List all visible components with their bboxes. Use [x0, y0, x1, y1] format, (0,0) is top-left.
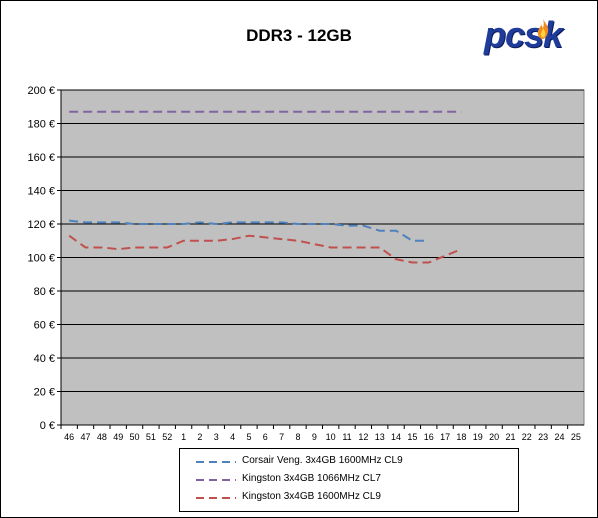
series-line-2 [68, 234, 462, 264]
x-tick-label: 16 [424, 432, 434, 442]
x-tick-label: 15 [407, 432, 417, 442]
pcsk-logo: pcsk [484, 14, 563, 55]
x-tick-label: 52 [162, 432, 172, 442]
y-tick-label: 140 € [27, 186, 55, 198]
x-tick-label: 18 [456, 432, 466, 442]
series-lines [68, 110, 462, 264]
y-tick-label: 40 € [34, 353, 55, 365]
x-tick-label: 17 [440, 432, 450, 442]
x-tick-label: 25 [571, 432, 581, 442]
x-tick-label: 47 [81, 432, 91, 442]
x-tick-label: 23 [538, 432, 548, 442]
x-tick-label: 4 [230, 432, 235, 442]
legend-label-corsair: Corsair Veng. 3x4GB 1600MHz CL9 [242, 455, 403, 466]
x-tick-label: 46 [64, 432, 74, 442]
x-tick-label: 21 [505, 432, 515, 442]
flame-icon [537, 19, 549, 39]
x-tick-label: 3 [214, 432, 219, 442]
x-tick-label: 1 [181, 432, 186, 442]
legend: Corsair Veng. 3x4GB 1600MHz CL9 Kingston… [179, 448, 519, 512]
x-tick-label: 49 [113, 432, 123, 442]
x-tick-label: 8 [295, 432, 300, 442]
legend-label-kingston-1600: Kingston 3x4GB 1600MHz CL9 [242, 491, 381, 502]
x-tick-label: 11 [342, 432, 351, 442]
x-tick-label: 48 [97, 432, 107, 442]
y-tick-label: 160 € [27, 152, 55, 164]
x-tick-label: 2 [197, 432, 202, 442]
x-tick-labels: 46 47 48 49 50 51 52 1 2 3 4 5 6 7 8 9 10 11 12 13 14 15 16 17 1… [64, 432, 581, 442]
axes [57, 89, 584, 429]
legend-swatch-kingston-1600 [196, 497, 236, 499]
y-tick-labels: 0 € 20 € 40 € 60 € 80 € 100 € 120 € 140 € 160 € 1… [27, 85, 55, 432]
series-line-0 [69, 219, 429, 242]
chart-title: DDR3 - 12GB [246, 26, 352, 45]
x-tick-label: 51 [146, 432, 156, 442]
x-tick-label: 13 [375, 432, 385, 442]
legend-swatch-kingston-1066 [196, 479, 236, 481]
x-tick-label: 50 [130, 432, 140, 442]
x-tick-label: 5 [246, 432, 251, 442]
x-tick-label: 12 [358, 432, 368, 442]
y-tick-label: 180 € [27, 119, 55, 131]
x-tick-label: 22 [522, 432, 532, 442]
x-tick-label: 6 [263, 432, 268, 442]
x-tick-label: 9 [312, 432, 317, 442]
y-tick-label: 20 € [34, 387, 55, 399]
x-tick-label: 20 [489, 432, 499, 442]
y-tick-label: 120 € [27, 219, 55, 231]
y-tick-label: 80 € [34, 286, 55, 298]
y-tick-label: 100 € [27, 253, 55, 265]
legend-label-kingston-1066: Kingston 3x4GB 1066MHz CL7 [242, 473, 381, 484]
y-tick-label: 200 € [27, 85, 55, 97]
y-tick-label: 0 € [40, 420, 55, 432]
y-tick-label: 60 € [34, 320, 55, 332]
x-tick-label: 19 [473, 432, 483, 442]
x-tick-label: 10 [326, 432, 336, 442]
x-tick-label: 7 [279, 432, 284, 442]
x-tick-label: 24 [554, 432, 564, 442]
x-tick-label: 14 [391, 432, 401, 442]
legend-swatch-corsair [196, 461, 236, 463]
